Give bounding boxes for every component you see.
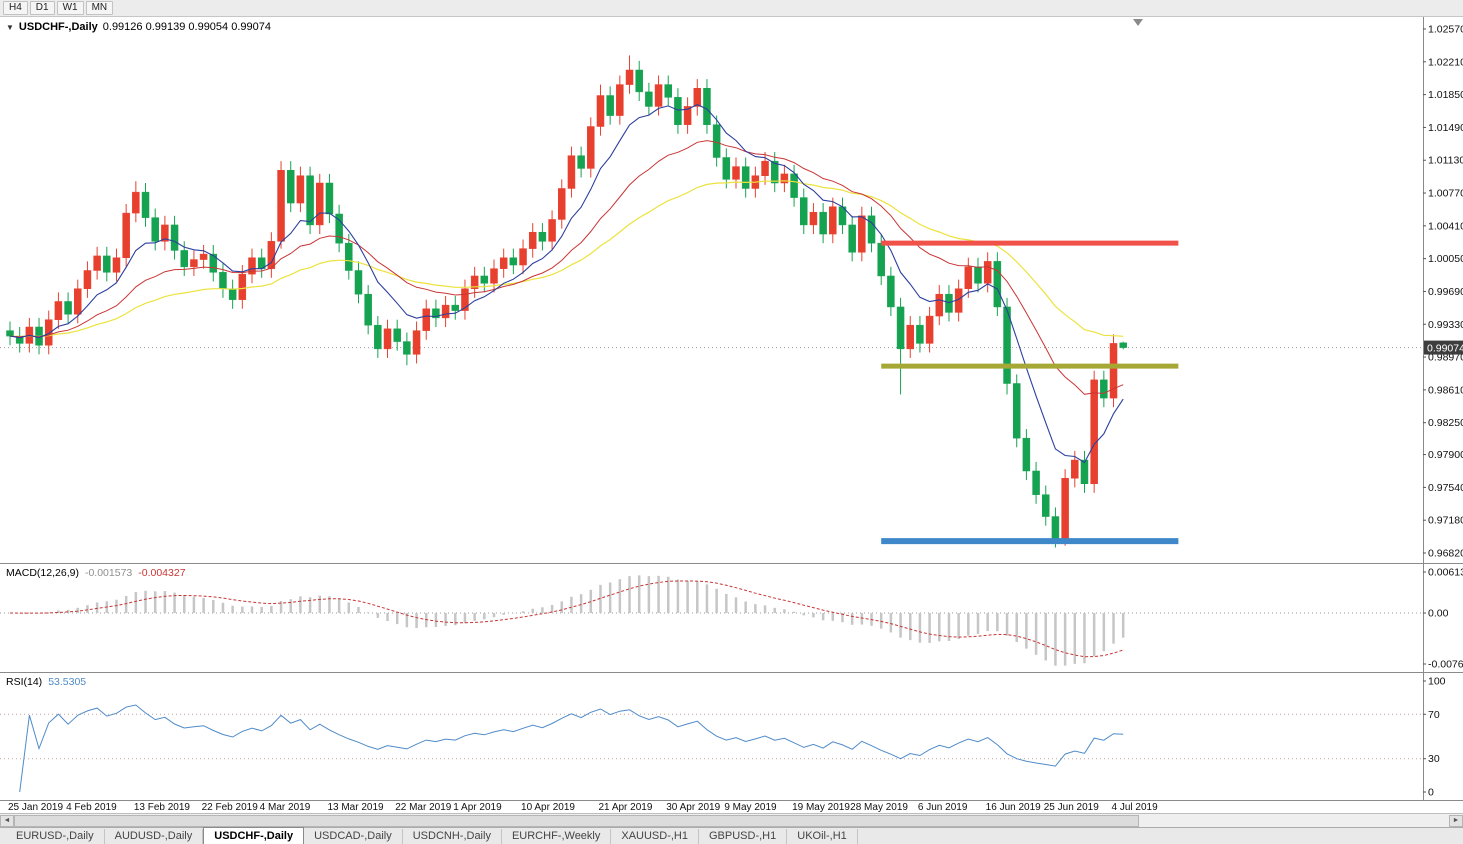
tab-eurusd-daily[interactable]: EURUSD-,Daily — [6, 829, 105, 844]
rsi-name: RSI(14) — [6, 676, 43, 688]
tf-button-w1[interactable]: W1 — [56, 1, 84, 15]
rsi-canvas[interactable]: 100 70 30 0 — [0, 673, 1463, 800]
macd-signal-value: -0.004327 — [138, 567, 186, 579]
date-label: 4 Jul 2019 — [1111, 802, 1158, 813]
date-label: 10 Apr 2019 — [521, 802, 575, 813]
price-tick-label: 1.00050 — [1428, 253, 1463, 265]
date-label: 25 Jan 2019 — [8, 802, 64, 813]
price-tick-label: 1.01850 — [1428, 89, 1463, 101]
date-label: 9 May 2019 — [724, 802, 777, 813]
tab-xauusd-h1[interactable]: XAUUSD-,H1 — [611, 829, 699, 844]
price-tick-label: 0.97540 — [1428, 482, 1463, 494]
tab-ukoil-h1[interactable]: UKOil-,H1 — [787, 829, 858, 844]
date-label: 13 Mar 2019 — [327, 802, 384, 813]
tab-eurchf-weekly[interactable]: EURCHF-,Weekly — [502, 829, 612, 844]
price-tick-label: 1.02210 — [1428, 56, 1463, 68]
price-tick-label: 0.99330 — [1428, 319, 1463, 331]
macd-label: MACD(12,26,9) -0.001573 -0.004327 — [6, 567, 186, 579]
scrollbar-left-arrow[interactable]: ◄ — [0, 815, 14, 827]
price-chart-canvas[interactable]: 1.02570 1.02210 1.01850 1.01490 1.01130 1.007… — [0, 17, 1463, 563]
chart-symbol-label: USDCHF-,Daily — [18, 21, 98, 33]
price-tick-label: 1.00410 — [1428, 220, 1463, 232]
date-label: 22 Feb 2019 — [201, 802, 258, 813]
current-price-badge — [1424, 340, 1463, 355]
price-chart-panel: 1.02570 1.02210 1.01850 1.01490 1.01130 1.007… — [0, 17, 1463, 563]
date-label: 28 May 2019 — [850, 802, 908, 813]
date-label: 4 Feb 2019 — [66, 802, 117, 813]
symbol-dropdown-icon[interactable]: ▼ — [6, 22, 14, 32]
price-tick-label: 1.01130 — [1428, 155, 1463, 167]
price-tick-label: 0.97180 — [1428, 515, 1463, 527]
date-label: 22 Mar 2019 — [395, 802, 452, 813]
price-tick-label: 0.96820 — [1428, 548, 1463, 560]
date-label: 21 Apr 2019 — [598, 802, 653, 813]
ma-mid — [9, 140, 1124, 395]
date-label: 1 Apr 2019 — [453, 802, 502, 813]
date-label: 4 Mar 2019 — [259, 802, 311, 813]
time-axis[interactable]: 25 Jan 2019 4 Feb 2019 13 Feb 2019 22 Feb 2… — [0, 800, 1463, 813]
candles-layer — [6, 55, 1127, 548]
price-tick-label: 1.00770 — [1428, 188, 1463, 200]
chart-shift-marker — [1133, 19, 1143, 26]
macd-signal-line — [9, 580, 1124, 658]
macd-panel: 0.00613 0.00 -0.00761 MACD(12,26,9) -0.001… — [0, 563, 1463, 672]
scrollbar-thumb[interactable] — [14, 815, 1139, 827]
price-tick-label: 0.98250 — [1428, 417, 1463, 429]
timeframe-toolbar: H4 D1 W1 MN — [0, 0, 1463, 17]
date-label: 25 Jun 2019 — [1043, 802, 1099, 813]
horizontal-scrollbar[interactable]: ◄ ► — [0, 813, 1463, 827]
date-label: 19 May 2019 — [792, 802, 850, 813]
date-label: 30 Apr 2019 — [666, 802, 721, 813]
rsi-tick-label: 100 — [1428, 676, 1446, 688]
tab-gbpusd-h1[interactable]: GBPUSD-,H1 — [699, 829, 788, 844]
macd-main-value: -0.001573 — [84, 567, 133, 579]
macd-tick-label: 0.00613 — [1428, 567, 1463, 579]
price-tick-label: 0.98610 — [1428, 384, 1463, 396]
price-tick-label: 1.01490 — [1428, 122, 1463, 134]
date-label: 13 Feb 2019 — [133, 802, 190, 813]
tf-button-h4[interactable]: H4 — [3, 1, 28, 15]
rsi-value: 53.5305 — [48, 676, 87, 688]
rsi-panel: 100 70 30 0 RSI(14) 53.5305 — [0, 672, 1463, 800]
macd-histogram — [18, 575, 1125, 666]
tab-usdchf-daily[interactable]: USDCHF-,Daily — [203, 827, 305, 844]
chart-tab-bar: EURUSD-,Daily AUDUSD-,Daily USDCHF-,Daily U… — [0, 827, 1463, 844]
tab-usdcnh-daily[interactable]: USDCNH-,Daily — [403, 829, 502, 844]
tf-button-d1[interactable]: D1 — [29, 1, 55, 15]
chart-header: ▼ USDCHF-,Daily 0.99126 0.99139 0.99054 … — [6, 21, 271, 33]
price-tick-label: 1.02570 — [1428, 24, 1463, 36]
tab-usdcad-daily[interactable]: USDCAD-,Daily — [304, 829, 403, 844]
scrollbar-right-arrow[interactable]: ► — [1449, 815, 1463, 827]
chart-ohlc-values: 0.99126 0.99139 0.99054 0.99074 — [102, 21, 271, 33]
macd-tick-label: -0.00761 — [1428, 659, 1463, 671]
macd-tick-label: 0.00 — [1428, 608, 1449, 620]
ma-fast — [9, 103, 1124, 464]
macd-canvas[interactable]: 0.00613 0.00 -0.00761 — [0, 564, 1463, 672]
ma-slow — [9, 180, 1124, 338]
tab-audusd-daily[interactable]: AUDUSD-,Daily — [105, 829, 204, 844]
tf-button-mn[interactable]: MN — [85, 1, 114, 15]
price-tick-label: 0.97900 — [1428, 449, 1463, 461]
rsi-label: RSI(14) 53.5305 — [6, 676, 86, 688]
rsi-tick-label: 30 — [1428, 753, 1440, 765]
rsi-line — [19, 704, 1124, 793]
macd-name: MACD(12,26,9) — [6, 567, 79, 579]
date-label: 16 Jun 2019 — [985, 802, 1041, 813]
price-tick-label: 0.99690 — [1428, 286, 1463, 298]
rsi-tick-label: 70 — [1428, 709, 1440, 721]
rsi-tick-label: 0 — [1428, 787, 1434, 799]
date-label: 6 Jun 2019 — [917, 802, 968, 813]
svg-text:0.99074: 0.99074 — [1427, 342, 1463, 354]
